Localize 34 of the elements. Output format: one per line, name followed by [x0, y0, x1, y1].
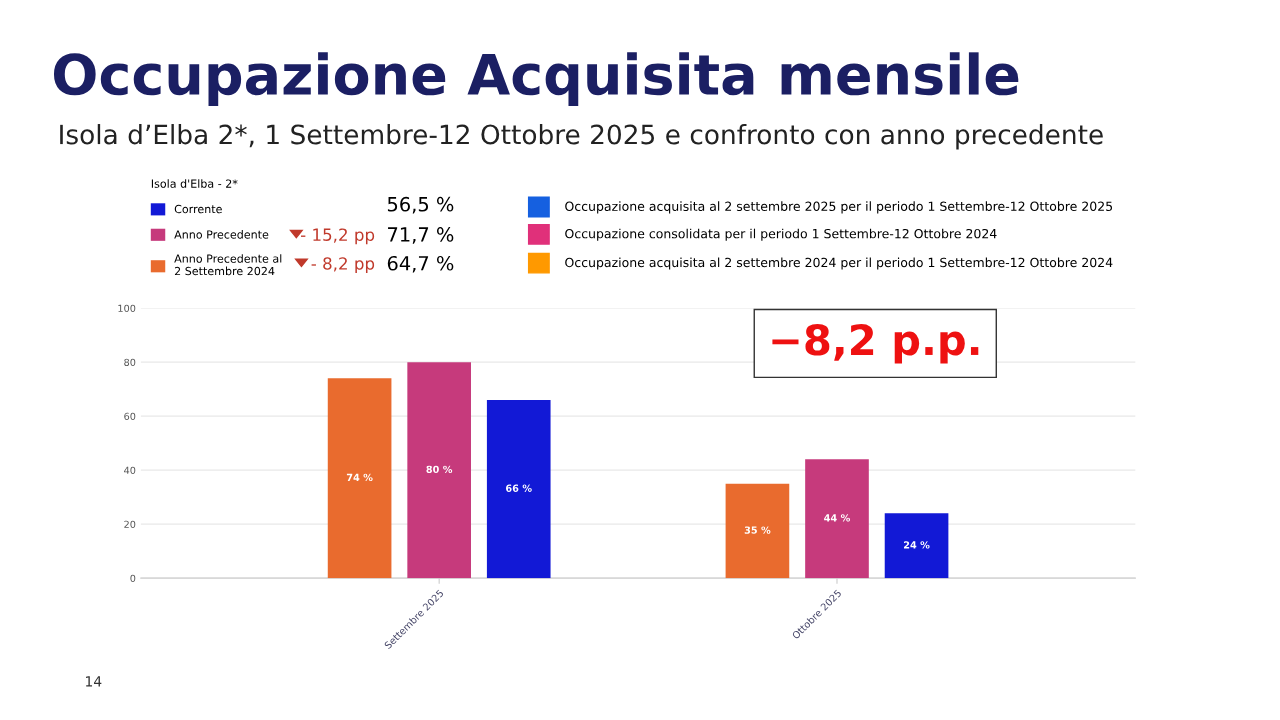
text: Occupazione consolidata per il periodo 1 Settembre-12 Ottobre 2024: [565, 228, 997, 241]
bar: [327, 378, 392, 579]
data-label: 44 %: [824, 514, 851, 522]
y-tick-label: 80: [124, 358, 136, 366]
legend-label: Anno Precedente: [174, 230, 269, 239]
legend-title: Isola d'Elba - 2*: [151, 179, 238, 188]
bar: [884, 513, 949, 579]
text: 56,5 %: [387, 196, 454, 214]
data-label: 80 %: [426, 465, 453, 473]
text: 71,7 %: [388, 227, 454, 244]
text: - 8,2 pp: [311, 257, 375, 274]
y-tick-label: 40: [124, 466, 136, 474]
y-tick-label: 60: [124, 412, 136, 420]
y-tick-label: 100: [118, 304, 136, 312]
y-tick-label: 20: [124, 520, 136, 528]
bar: [407, 362, 471, 579]
bar: [486, 399, 551, 579]
text: 64,7 %: [387, 255, 454, 273]
data-label: 74 %: [346, 473, 373, 482]
bar: [725, 483, 790, 579]
data-label: 35 %: [744, 526, 771, 534]
text: Occupazione acquisita al 2 settembre 2025 per il periodo 1 Settembre-12 Ottobre 2025: [565, 201, 1113, 214]
text: 14: [86, 676, 102, 687]
text: Occupazione acquisita al 2 settembre 2024 per il periodo 1 Settembre-12 Ottobre 2024: [565, 257, 1113, 270]
bar: [805, 459, 869, 579]
data-label: 66 %: [506, 484, 532, 492]
chart-title: Occupazione Acquisita mensile: [53, 52, 1019, 107]
text: - 15,2 pp: [300, 228, 375, 245]
y-tick-label: 0: [130, 574, 136, 582]
legend-label: Anno Precedente al 2 Settembre 2024: [174, 254, 282, 276]
chart-subtitle: Isola d’Elba 2*, 1 Settembre-12 Ottobre 2025 e confronto con anno precedente: [60, 124, 1103, 150]
data-label: 24 %: [904, 541, 930, 549]
legend-label: Corrente: [174, 204, 222, 214]
annotation: −8,2 p.p.: [772, 324, 979, 364]
